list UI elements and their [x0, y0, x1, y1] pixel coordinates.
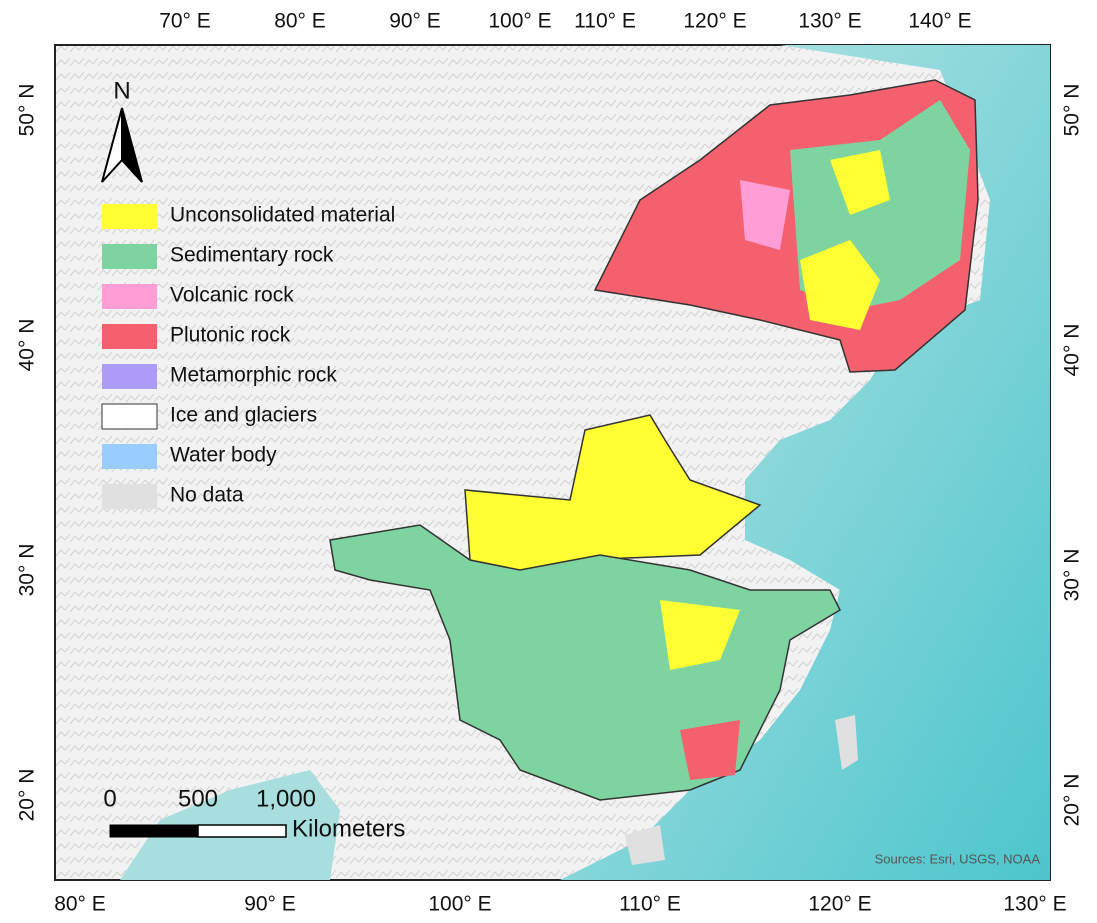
legend-swatch [102, 364, 157, 389]
sources: Sources: Esri, USGS, NOAA [875, 851, 1041, 866]
scale-unit: Kilometers [292, 815, 405, 842]
bottom-axis-label: 80° E [54, 893, 106, 916]
top-axis-label: 100° E [488, 10, 551, 33]
top-axis-label: 120° E [683, 10, 746, 33]
legend-label: Plutonic rock [170, 324, 291, 347]
legend-label: Sedimentary rock [170, 244, 334, 267]
legend-label: Ice and glaciers [170, 404, 317, 427]
bottom-axis-label: 110° E [619, 893, 681, 916]
legend-label: Unconsolidated material [170, 204, 395, 227]
top-axis-label: 70° E [159, 10, 211, 33]
right-axis-label: 50° N [1061, 84, 1084, 137]
legend-swatch [102, 404, 157, 429]
bottom-axis-label: 130° E [1003, 893, 1066, 916]
map-figure: 70° E 80° E 90° E 100° E 110° E 120° E 130° E 1… [0, 0, 1097, 923]
page: {"map": { "top_axis": ["70° E", "80° E",… [0, 0, 1097, 923]
left-axis-label: 50° N [16, 84, 39, 137]
legend-label: Water body [170, 444, 277, 467]
left-axis-label: 40° N [16, 319, 39, 372]
scale-label: 1,000 [256, 785, 316, 812]
left-axis-label: 30° N [16, 544, 39, 597]
scale-bar [198, 825, 286, 837]
top-axis-label: 110° E [574, 10, 636, 33]
bottom-axis-label: 100° E [428, 893, 491, 916]
legend-label: Metamorphic rock [170, 364, 337, 387]
north-arrow-label: N [113, 77, 130, 104]
legend-swatch [102, 324, 157, 349]
top-axis-label: 140° E [908, 10, 971, 33]
top-axis-label: 90° E [389, 10, 441, 33]
bottom-axis-label: 90° E [244, 893, 296, 916]
scale-label: 0 [103, 785, 116, 812]
plutonic-area [680, 720, 740, 780]
left-axis-label: 20° N [16, 769, 39, 822]
legend-swatch [102, 244, 157, 269]
scale-label: 500 [178, 785, 218, 812]
legend-swatch [102, 284, 157, 309]
top-axis-label: 80° E [274, 10, 326, 33]
right-axis-label: 20° N [1061, 774, 1084, 827]
legend-label: No data [170, 484, 244, 507]
right-axis-label: 30° N [1061, 549, 1084, 602]
scale-bar [110, 825, 198, 837]
legend-swatch [102, 204, 157, 229]
legend-swatch [102, 484, 157, 509]
right-axis-label: 40° N [1061, 324, 1084, 377]
legend-swatch [102, 444, 157, 469]
top-axis-label: 130° E [798, 10, 861, 33]
legend-label: Volcanic rock [170, 284, 294, 307]
bottom-axis-label: 120° E [808, 893, 871, 916]
